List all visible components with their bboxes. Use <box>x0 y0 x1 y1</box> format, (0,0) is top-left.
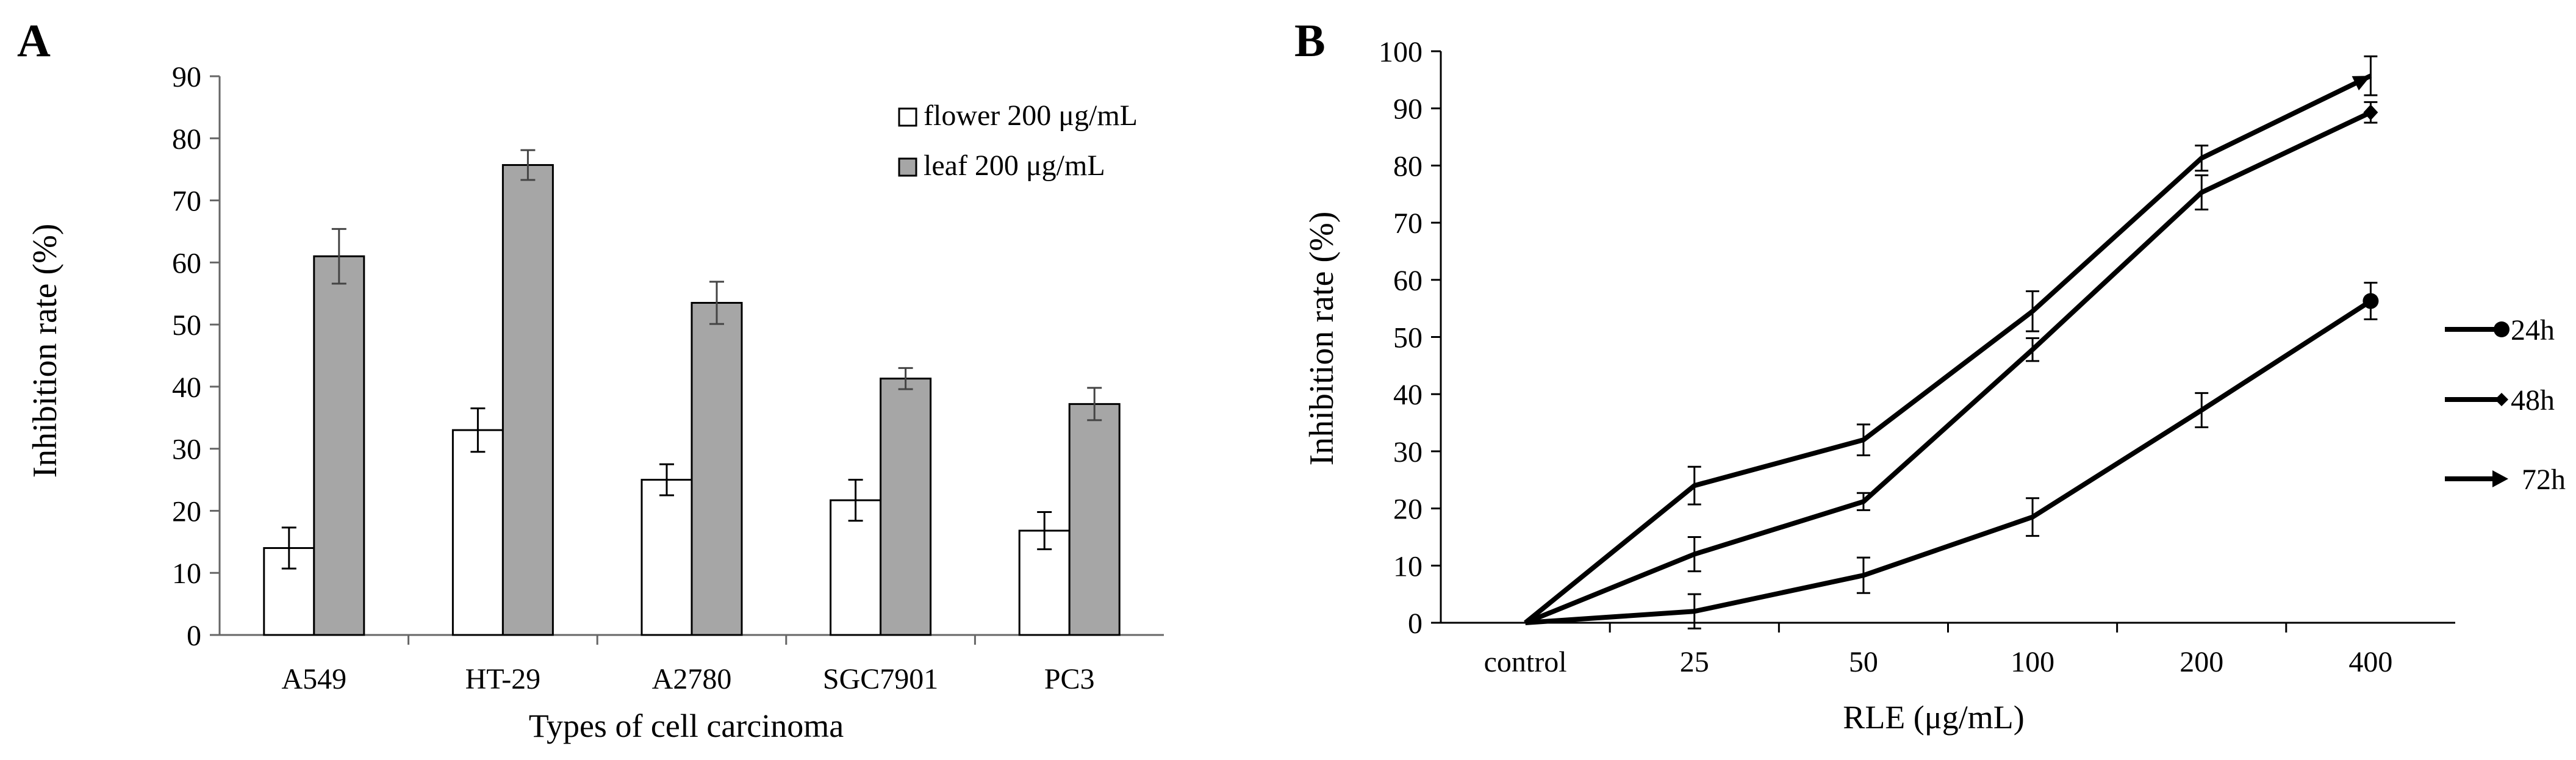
legend-marker-24h <box>2494 321 2510 337</box>
legend-label-24h: 24h <box>2511 314 2555 346</box>
x-tick-label: 100 <box>2011 646 2054 678</box>
x-tick-label: HT-29 <box>465 663 541 695</box>
panel-b-y-axis-label: Inhibition rate (%) <box>1303 212 1341 466</box>
panel-a-bars <box>263 149 1121 636</box>
panel-b-series-lines <box>1524 55 2379 629</box>
panel-a-legend: flower 200 μg/mL leaf 200 μg/mL <box>898 99 1138 182</box>
panel-b-legend: 24h 48h 72h <box>2445 314 2566 496</box>
legend-label-flower: flower 200 μg/mL <box>924 99 1138 132</box>
panel-a-chart: A Inhibition rate (%) Types of cell carc… <box>17 15 1164 744</box>
y-tick-label: 40 <box>172 371 201 404</box>
panel-b-x-axis-label: RLE (μg/mL) <box>1843 699 2024 736</box>
y-tick-label: 50 <box>172 309 201 342</box>
bar <box>691 301 743 636</box>
series-line-48h <box>1524 110 2372 625</box>
panel-a-label: A <box>17 15 51 66</box>
panel-b-axes <box>1431 50 2455 633</box>
bar <box>640 479 693 636</box>
bar <box>451 429 504 636</box>
y-tick-label: 0 <box>187 620 201 652</box>
y-tick-label: 100 <box>1379 36 1423 68</box>
x-tick-label: 200 <box>2180 646 2223 678</box>
bar <box>830 499 882 636</box>
legend-swatch-flower <box>898 107 917 127</box>
x-tick-label: A2780 <box>652 663 732 695</box>
panel-b-tick-labels: 0 10 20 30 40 50 60 70 80 90 100 control 25 50 100 200 4… <box>1379 36 2392 678</box>
panel-a-x-axis-label: Types of cell carcinoma <box>529 708 844 744</box>
x-tick-label: 50 <box>1849 646 1878 678</box>
legend-label-leaf: leaf 200 μg/mL <box>924 149 1105 182</box>
legend-label-72h: 72h <box>2522 464 2566 496</box>
bar <box>501 164 554 636</box>
y-tick-label: 60 <box>1393 265 1423 297</box>
y-tick-label: 30 <box>172 434 201 466</box>
series-marker-24h <box>2363 293 2379 309</box>
bar <box>313 255 365 636</box>
y-tick-label: 0 <box>1408 608 1423 640</box>
y-tick-label: 20 <box>172 495 201 528</box>
y-tick-label: 80 <box>1393 150 1423 182</box>
y-tick-label: 10 <box>1393 550 1423 583</box>
x-tick-label: A549 <box>281 663 346 695</box>
y-tick-label: 40 <box>1393 379 1423 411</box>
x-tick-label: PC3 <box>1044 663 1095 695</box>
panel-a-y-axis-label: Inhibition rate (%) <box>26 224 64 478</box>
y-tick-label: 90 <box>172 61 201 93</box>
y-tick-label: 50 <box>1393 322 1423 354</box>
legend-marker-72h <box>2492 470 2508 487</box>
bar <box>1068 403 1121 636</box>
panel-b-chart: B Inhibition rate (%) RLE (μg/mL) 0 10 20 3… <box>1294 15 2566 736</box>
panel-a-tick-labels: 0 10 20 30 40 50 60 70 80 90 A549 HT-29 A2780 SGC7901… <box>172 61 1095 695</box>
series-marker-48h <box>2363 104 2378 121</box>
y-tick-label: 70 <box>172 185 201 218</box>
series-marker-72h <box>2352 76 2371 91</box>
x-tick-label: SGC7901 <box>823 663 938 695</box>
panel-b-label: B <box>1294 15 1326 66</box>
x-tick-label: 400 <box>2348 646 2392 678</box>
y-tick-label: 60 <box>172 247 201 279</box>
series-line-72h <box>1524 73 2372 625</box>
x-tick-label: 25 <box>1680 646 1709 678</box>
y-tick-label: 90 <box>1393 93 1423 126</box>
y-tick-label: 30 <box>1393 436 1423 468</box>
y-tick-label: 80 <box>172 123 201 156</box>
y-tick-label: 10 <box>172 557 201 590</box>
y-tick-label: 20 <box>1393 493 1423 526</box>
series-line-24h <box>1525 299 2372 625</box>
legend-label-48h: 48h <box>2511 384 2555 417</box>
x-tick-label: control <box>1484 646 1567 678</box>
legend-swatch-leaf <box>898 157 917 177</box>
legend-marker-48h <box>2495 393 2508 406</box>
y-tick-label: 70 <box>1393 207 1423 240</box>
bar <box>880 378 932 636</box>
